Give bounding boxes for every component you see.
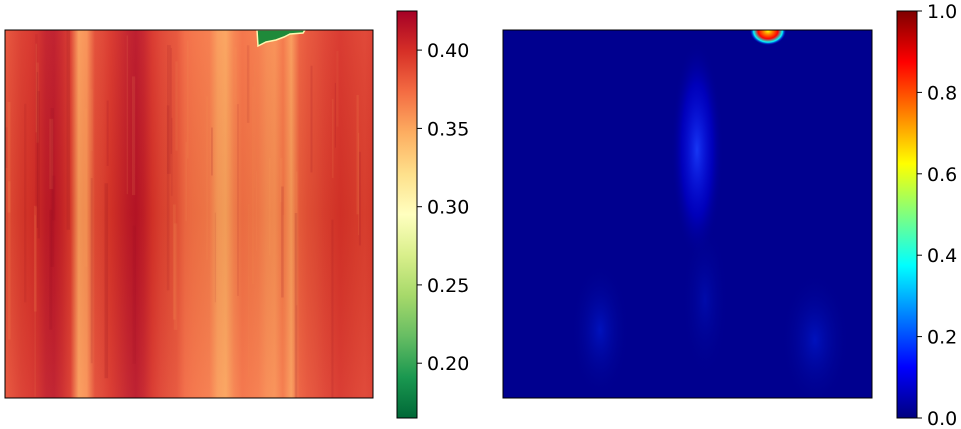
colorbar-left-tick-label: 0.30 [427, 197, 469, 219]
heatmap-left-streak [173, 223, 178, 330]
colorbar-left-tick-label: 0.25 [427, 275, 469, 297]
heatmap-left-streak [252, 86, 254, 284]
colorbar-left-tick-label: 0.20 [427, 353, 469, 375]
heatmap-left-streak [36, 72, 39, 228]
heatmap-left-streak [104, 183, 109, 379]
heatmap-left-streak [356, 95, 359, 215]
heatmap-right-blob-lower-left [570, 260, 630, 398]
heatmap-left-streak [226, 110, 231, 255]
heatmap-right-blob-mid [681, 220, 729, 380]
heatmap-left-streak [280, 158, 283, 202]
heatmap-left-streak [255, 171, 257, 251]
colorbar-right-tick-label: 0.4 [927, 245, 957, 267]
heatmap-left-streak [254, 63, 256, 189]
heatmap-left-streak [90, 178, 93, 364]
heatmap-left-streak [310, 65, 313, 173]
heatmap-left-streak [8, 181, 11, 340]
heatmap-left-streaks [5, 30, 361, 398]
heatmap-left-streak [126, 35, 128, 195]
heatmap-left-streak [237, 104, 239, 296]
heatmap-left-streak [49, 118, 54, 190]
heatmap-left-streak [331, 98, 334, 178]
heatmap-left-streak [268, 157, 271, 256]
heatmap-left-streak [35, 43, 38, 133]
heatmap-left-streak [334, 82, 336, 148]
heatmap-left-streak [358, 151, 361, 246]
heatmap-left-shading [5, 30, 373, 398]
heatmap-left-streak [234, 47, 237, 105]
colorbar-left [396, 10, 418, 419]
colorbar-right-tick-label: 0.2 [927, 327, 957, 349]
heatmap-left-hotspot [256, 30, 306, 48]
heatmap-left-streak [358, 132, 360, 236]
heatmap-left-streak [49, 209, 53, 330]
heatmap-left-streak [229, 106, 231, 170]
heatmap-left-streak [211, 127, 213, 176]
heatmap-left-streak [7, 102, 11, 213]
heatmap-left-streak [246, 45, 250, 123]
heatmap-left-streak [172, 204, 176, 320]
heatmap-left-streak [84, 108, 88, 267]
heatmap-right-blob-lower-right [780, 270, 850, 398]
heatmap-left-streak [214, 73, 218, 219]
heatmap-left-streak [24, 103, 27, 303]
heatmap-left-streak [294, 213, 298, 398]
heatmap-left-streak [89, 89, 94, 152]
colorbar-left-tick-label: 0.35 [427, 118, 469, 140]
heatmap-left-streak [132, 225, 136, 364]
heatmap-left-streak [186, 40, 189, 159]
heatmap-left-streak [206, 96, 208, 260]
heatmap-right-blob-center [671, 40, 723, 260]
heatmap-left-streak [51, 175, 56, 221]
heatmap-left-streak [33, 205, 37, 312]
colorbar-left-tick-label: 0.40 [427, 40, 469, 62]
heatmap-left-streak [5, 127, 8, 168]
heatmap-left-streak [132, 76, 136, 196]
heatmap-left-streak [170, 48, 172, 154]
heatmap-left-streak [66, 30, 70, 230]
heatmap-left-streak [50, 108, 55, 267]
heatmap-left-streak [36, 62, 39, 143]
colorbar-left-ticks: 0.20 0.25 0.30 0.35 0.40 [417, 40, 469, 375]
colorbar-right-ticks: 0.0 0.2 0.4 0.6 0.8 1.0 [917, 1, 957, 429]
heatmap-left-streak [170, 117, 173, 196]
heatmap-left-streak [248, 203, 250, 377]
heatmap-left-streak [175, 61, 178, 151]
heatmap-right-frame [502, 29, 873, 399]
colorbar-right-tick-label: 0.6 [927, 164, 957, 186]
heatmap-left-streak [331, 219, 334, 398]
heatmap-left-streak [214, 212, 216, 303]
heatmap-left-streak [295, 171, 298, 306]
colorbar-right-tick-label: 1.0 [927, 1, 957, 23]
heatmap-left-streak [281, 186, 284, 298]
heatmap-left-frame [4, 29, 374, 399]
heatmap-right-hotspot [750, 30, 786, 45]
heatmap-left-streak [166, 105, 170, 291]
heatmap-left-streak [167, 45, 171, 174]
heatmap-left-streak [34, 215, 36, 397]
colorbar-right-tick-label: 0.8 [927, 82, 957, 104]
heatmap-left-streak [282, 214, 285, 394]
heatmap-left-streak [37, 91, 40, 239]
colorbar-right-tick-label: 0.0 [927, 408, 957, 429]
heatmap-left-streak [35, 34, 38, 208]
heatmap-left-streak [106, 100, 109, 166]
colorbar-right [896, 10, 918, 419]
heatmap-left-streak [336, 51, 339, 127]
heatmap-left-streak [185, 142, 187, 222]
heatmap-right [503, 30, 872, 398]
heatmap-left [5, 30, 373, 398]
